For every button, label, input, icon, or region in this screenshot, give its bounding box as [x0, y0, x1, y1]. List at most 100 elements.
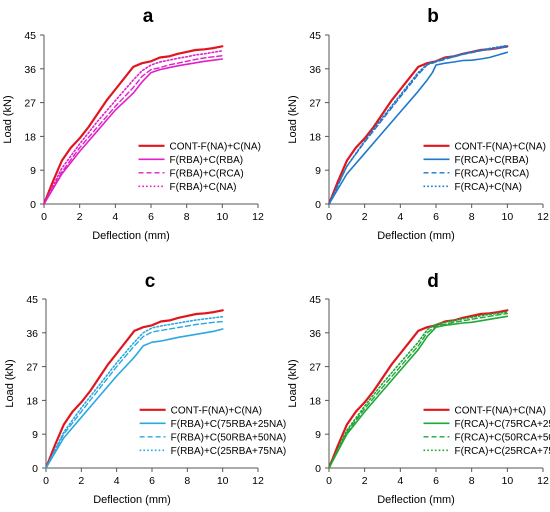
series-line-2: [43, 58, 224, 205]
legend-label: CONT-F(NA)+C(NA): [170, 141, 261, 152]
y-tick-label: 36: [309, 64, 321, 76]
legend-label: F(RCA)+C(NA): [455, 182, 523, 193]
legend-label: F(RCA)+C(75RCA+25NA): [455, 419, 550, 430]
x-tick-label: 4: [397, 211, 403, 223]
legend-label: CONT-F(NA)+C(NA): [171, 405, 262, 416]
series-line-3: [328, 46, 508, 205]
series-line-1: [44, 309, 224, 470]
y-tick-label: 45: [24, 30, 36, 42]
y-tick-label: 27: [309, 362, 321, 374]
x-tick-label: 4: [114, 475, 120, 487]
y-tick-label: 45: [309, 30, 321, 42]
y-tick-label: 45: [309, 294, 321, 306]
legend-label: F(RBA)+C(75RBA+25NA): [171, 419, 287, 430]
series-line-3: [43, 55, 224, 205]
panel-letter: a: [143, 6, 154, 27]
chart-panel-d: d 0 2 4 6 8 10 12 0 9 18 27 36 45 Deflection (mm) Load …: [287, 271, 550, 506]
series-line-4: [43, 49, 224, 205]
series-line-2: [328, 51, 509, 205]
x-tick-label: 10: [501, 475, 513, 487]
legend-label: F(RCA)+C(RCA): [455, 168, 530, 179]
y-tick-label: 27: [24, 98, 36, 110]
legend-label: F(RBA)+C(25RBA+75NA): [171, 446, 287, 457]
y-axis-title: Load (kN): [4, 359, 16, 407]
series-line-2: [328, 315, 509, 469]
y-tick-label: 36: [309, 328, 321, 340]
x-tick-label: 12: [252, 211, 264, 223]
y-tick-label: 9: [315, 165, 321, 177]
chart-panel-a: a 0 2 4 6 8 10 12 0 9 18 27 36 45 Deflection (mm) Load …: [2, 6, 264, 242]
series-line-1: [42, 45, 224, 206]
y-tick-label: 18: [309, 395, 321, 407]
panel-letter: b: [427, 6, 439, 27]
legend-label: F(RBA)+C(RCA): [170, 168, 244, 179]
y-tick-label: 0: [32, 463, 38, 475]
x-tick-label: 2: [78, 475, 84, 487]
series-line-1: [327, 309, 509, 470]
x-tick-label: 0: [326, 211, 332, 223]
series-line-1: [327, 45, 509, 206]
y-tick-label: 36: [24, 64, 36, 76]
y-axis-title: Load (kN): [287, 95, 299, 143]
x-tick-label: 0: [326, 475, 332, 487]
x-tick-label: 8: [469, 211, 475, 223]
panel-letter: c: [145, 271, 156, 292]
x-tick-label: 8: [469, 475, 475, 487]
y-tick-label: 27: [26, 362, 38, 374]
y-tick-label: 18: [309, 131, 321, 143]
series-line-4: [328, 311, 509, 469]
x-tick-label: 12: [252, 475, 264, 487]
y-tick-label: 0: [30, 199, 36, 211]
y-axis-title: Load (kN): [2, 95, 14, 143]
chart-panel-b: b 0 2 4 6 8 10 12 0 9 18 27 36 45 Deflection (mm) Load …: [287, 6, 549, 242]
y-tick-label: 27: [309, 98, 321, 110]
x-tick-label: 12: [537, 475, 549, 487]
legend-label: F(RCA)+C(RBA): [455, 155, 529, 166]
legend-label: F(RBA)+C(50RBA+50NA): [171, 432, 287, 443]
x-tick-label: 4: [397, 475, 403, 487]
chart-panel-c: c 0 2 4 6 8 10 12 0 9 18 27 36 45 Deflection (mm) Load …: [4, 271, 286, 506]
x-tick-label: 6: [148, 211, 154, 223]
x-tick-label: 8: [184, 211, 190, 223]
series-line-3: [328, 312, 508, 469]
y-axis-title: Load (kN): [287, 359, 299, 407]
x-tick-label: 8: [184, 475, 190, 487]
legend-label: F(RCA)+C(25RCA+75NA): [455, 446, 550, 457]
y-tick-label: 45: [26, 294, 38, 306]
x-tick-label: 4: [112, 211, 118, 223]
y-tick-label: 9: [315, 429, 321, 441]
x-tick-label: 6: [433, 475, 439, 487]
series-line-3: [45, 320, 224, 469]
y-tick-label: 9: [32, 429, 38, 441]
panel-letter: d: [427, 271, 439, 292]
x-tick-label: 10: [501, 211, 513, 223]
legend-label: F(RBA)+C(RBA): [170, 155, 244, 166]
x-tick-label: 0: [41, 211, 47, 223]
legend-label: F(RCA)+C(50RCA+50NA): [455, 432, 550, 443]
x-tick-label: 2: [362, 211, 368, 223]
legend-label: CONT-F(NA)+C(NA): [455, 405, 546, 416]
x-axis-title: Deflection (mm): [377, 494, 455, 506]
y-tick-label: 0: [315, 199, 321, 211]
y-tick-label: 18: [24, 131, 36, 143]
y-tick-label: 9: [30, 165, 36, 177]
x-tick-label: 6: [433, 211, 439, 223]
x-axis-title: Deflection (mm): [377, 230, 455, 242]
x-tick-label: 12: [537, 211, 549, 223]
y-tick-label: 18: [26, 395, 38, 407]
x-axis-title: Deflection (mm): [92, 230, 170, 242]
x-tick-label: 0: [43, 475, 49, 487]
series-line-4: [328, 44, 509, 205]
x-tick-label: 10: [217, 475, 229, 487]
series-line-2: [45, 328, 224, 469]
y-tick-label: 0: [315, 463, 321, 475]
x-tick-label: 2: [362, 475, 368, 487]
x-tick-label: 6: [149, 475, 155, 487]
legend-label: F(RBA)+C(NA): [170, 182, 237, 193]
y-tick-label: 36: [26, 328, 38, 340]
x-axis-title: Deflection (mm): [93, 494, 171, 506]
series-line-4: [45, 315, 224, 469]
x-tick-label: 10: [216, 211, 228, 223]
x-tick-label: 2: [77, 211, 83, 223]
